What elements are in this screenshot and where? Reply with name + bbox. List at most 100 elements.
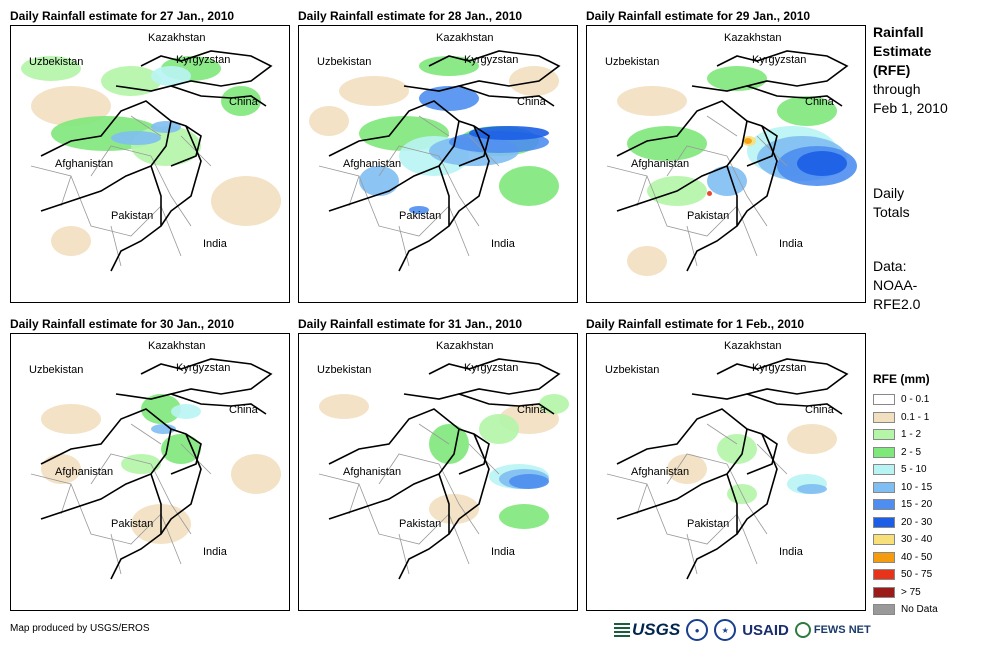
country-label-pakistan: Pakistan	[111, 518, 154, 530]
rainfall-area	[509, 66, 559, 96]
country-boundary	[328, 120, 460, 212]
side-title: Rainfall Estimate (RFE) through Feb 1, 2…	[873, 23, 948, 118]
rainfall-area	[419, 56, 479, 76]
side-title-line: through	[873, 81, 921, 97]
country-label-afghanistan: Afghanistan	[631, 466, 690, 478]
legend-swatch	[873, 464, 895, 476]
rainfall-area	[31, 86, 111, 126]
country-label-kazakhstan: Kazakhstan	[724, 340, 782, 352]
legend-swatch	[873, 604, 895, 616]
rainfall-area	[499, 504, 549, 529]
country-label-india: India	[203, 238, 227, 250]
usaid-logo: USAID	[742, 621, 789, 639]
legend-label: 30 - 40	[901, 534, 933, 546]
rainfall-map: Kazakhstan Uzbekistan Kyrgyzstan China Afgha…	[10, 25, 290, 303]
side-title-line: Estimate	[873, 43, 932, 59]
country-boundary	[328, 408, 490, 475]
legend-item: 20 - 30	[873, 514, 938, 532]
country-label-pakistan: Pakistan	[399, 210, 442, 222]
rainfall-area	[717, 434, 757, 464]
country-label-pakistan: Pakistan	[687, 210, 730, 222]
country-boundary	[115, 393, 267, 415]
legend-item: 0 - 0.1	[873, 391, 938, 409]
legend-item: 1 - 2	[873, 426, 938, 444]
country-label-china: China	[805, 404, 834, 416]
rainfall-area	[627, 126, 707, 161]
side-title-line: Rainfall	[873, 24, 924, 40]
rainfall-area	[797, 151, 847, 176]
country-label-uzbekistan: Uzbekistan	[29, 364, 84, 376]
country-label-uzbekistan: Uzbekistan	[605, 364, 660, 376]
legend-label: 0 - 0.1	[901, 394, 930, 406]
rainfall-area	[479, 414, 519, 444]
legend-label: 20 - 30	[901, 516, 933, 528]
panel-title: Daily Rainfall estimate for 27 Jan., 201…	[10, 9, 235, 23]
globe-icon	[794, 622, 811, 638]
legend-label: 2 - 5	[901, 446, 922, 458]
country-label-uzbekistan: Uzbekistan	[29, 56, 84, 68]
legend-label: 10 - 15	[901, 481, 933, 493]
logo-strip: USGS ● ★ USAID FEWS NET	[614, 617, 871, 643]
state-seal-icon: ★	[714, 619, 737, 641]
rainfall-area	[797, 484, 827, 494]
legend-item: 10 - 15	[873, 479, 938, 497]
legend-label: No Data	[901, 604, 938, 616]
country-label-kyrgyzstan: Kyrgyzstan	[176, 54, 231, 66]
country-label-kazakhstan: Kazakhstan	[148, 340, 206, 352]
country-label-kyrgyzstan: Kyrgyzstan	[752, 54, 807, 66]
legend-swatch	[873, 446, 895, 458]
daily-line: Daily	[873, 185, 905, 201]
rainfall-area	[509, 474, 549, 489]
map-canvas	[309, 50, 561, 272]
rainfall-map: Kazakhstan Uzbekistan Kyrgyzstan China Afgha…	[298, 25, 578, 303]
legend-label: 5 - 10	[901, 464, 927, 476]
country-label-afghanistan: Afghanistan	[55, 158, 114, 170]
country-label-kyrgyzstan: Kyrgyzstan	[176, 362, 231, 374]
country-label-india: India	[491, 546, 515, 558]
country-label-china: China	[805, 96, 834, 108]
legend-label: 1 - 2	[901, 429, 922, 441]
country-label-kyrgyzstan: Kyrgyzstan	[752, 362, 807, 374]
country-label-china: China	[517, 96, 546, 108]
rainfall-area	[319, 394, 369, 419]
rainfall-area	[171, 404, 201, 419]
legend-swatch	[873, 481, 895, 493]
rainfall-area	[51, 226, 91, 256]
panel-title: Daily Rainfall estimate for 28 Jan., 201…	[298, 9, 523, 23]
country-label-uzbekistan: Uzbekistan	[317, 364, 372, 376]
rainfall-area	[419, 86, 479, 111]
legend-item: 15 - 20	[873, 496, 938, 514]
legend-rows: 0 - 0.1 0.1 - 1 1 - 2 2 - 5 5 - 10 10 - 15 15 …	[873, 391, 938, 619]
legend-item: 0.1 - 1	[873, 409, 938, 427]
country-label-uzbekistan: Uzbekistan	[317, 56, 372, 68]
rainfall-area	[339, 76, 409, 106]
country-label-india: India	[779, 238, 803, 250]
country-boundary	[428, 50, 561, 87]
rainfall-area	[777, 96, 837, 126]
country-label-pakistan: Pakistan	[111, 210, 154, 222]
country-boundary	[403, 85, 555, 107]
country-boundary	[691, 85, 843, 107]
legend-swatch	[873, 516, 895, 528]
legend-swatch	[873, 569, 895, 581]
fews-net-logo: FEWS NET	[794, 622, 871, 638]
country-boundary	[40, 100, 202, 167]
country-boundary	[110, 473, 162, 580]
country-boundary	[398, 473, 450, 580]
map-canvas	[30, 358, 281, 580]
country-boundary	[448, 433, 490, 535]
map-canvas	[606, 50, 857, 276]
legend-label: 50 - 75	[901, 569, 933, 581]
legend-title: RFE (mm)	[873, 372, 930, 386]
country-label-kyrgyzstan: Kyrgyzstan	[464, 54, 519, 66]
country-label-pakistan: Pakistan	[399, 518, 442, 530]
country-label-india: India	[779, 546, 803, 558]
country-label-kazakhstan: Kazakhstan	[148, 32, 206, 44]
side-title-line: (RFE)	[873, 62, 911, 78]
usgs-logo: USGS	[614, 620, 680, 640]
country-boundary	[686, 473, 738, 580]
country-boundary	[716, 50, 849, 87]
country-boundary	[616, 408, 778, 475]
rainfall-area	[469, 126, 549, 140]
rainfall-area	[121, 454, 161, 474]
